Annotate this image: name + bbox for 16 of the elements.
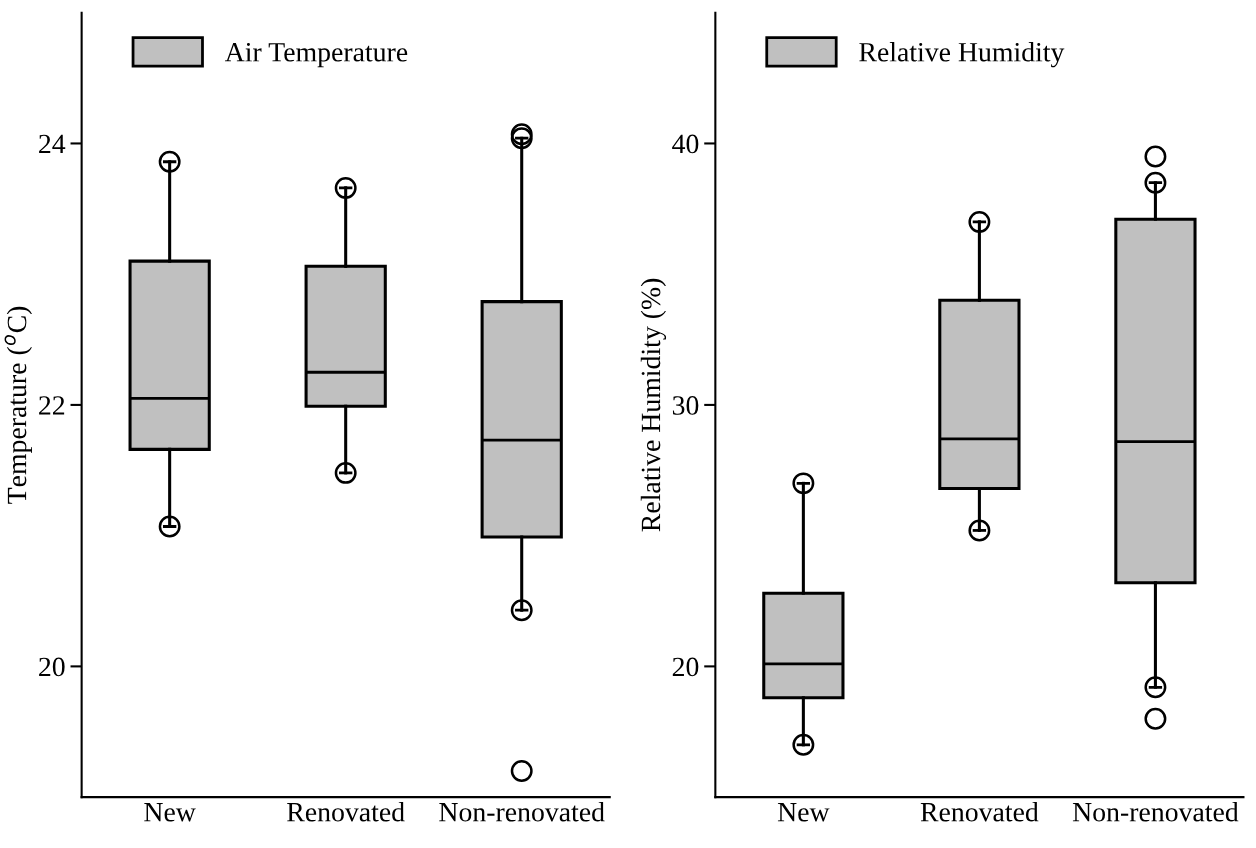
x-tick-label: New — [144, 803, 196, 822]
y-tick-label: 24 — [39, 134, 66, 154]
y-axis-title: Relative Humidity (%) — [640, 278, 667, 532]
y-tick-label: 20 — [672, 657, 699, 677]
y-axis-title: Temperature ($^{o}$C) — [4, 306, 32, 504]
y-tick-label: 30 — [672, 396, 699, 415]
x-tick-label: Renovated — [287, 801, 405, 822]
x-tick-label: Non-renovated — [439, 801, 605, 822]
y-tick-label: 22 — [39, 396, 65, 415]
legend-label: Air Temperature — [224, 42, 408, 68]
x-tick-label: Non-renovated — [1072, 801, 1239, 822]
y-tick-label: 20 — [39, 657, 65, 677]
legend-label: Relative Humidity — [859, 42, 1065, 68]
x-tick-label: New — [777, 803, 830, 822]
x-tick-label: Renovated — [920, 801, 1039, 822]
y-tick-label: 40 — [672, 134, 699, 154]
